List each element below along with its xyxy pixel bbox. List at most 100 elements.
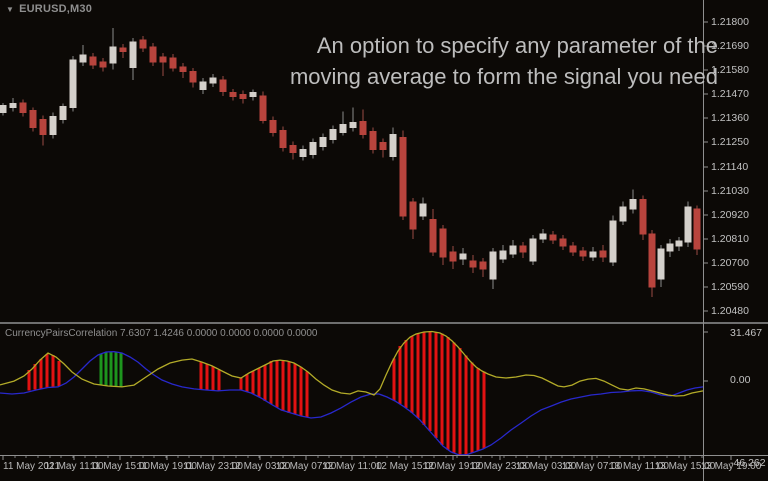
symbol-label: ▼ EURUSD,M30 [6,3,92,15]
histogram-bar-red [392,358,396,401]
histogram-bar-red [398,346,402,405]
price-tick-label: 1.20700 [711,257,749,269]
histogram-bar-green [109,351,113,386]
time-tick-label: 12 May 11:00 [322,461,382,472]
bear-candle [29,110,37,129]
bear-candle [19,102,27,114]
indicator-yellow-line [0,330,704,397]
bear-candle [579,250,587,257]
bear-candle [169,57,177,69]
histogram-bar-red [239,378,243,390]
bear-candle [469,260,477,268]
bear-candle [219,79,227,93]
price-tick-label: 1.20920 [711,209,749,221]
histogram-bar-red [263,365,267,401]
bear-candle [139,39,147,49]
price-axis-line [703,0,704,481]
price-tick-label: 1.20810 [711,233,749,245]
time-tick-label: 13 May 11:00 [609,461,669,472]
bull-candle [675,240,683,247]
time-tick-label: 12 May 07:00 [275,461,337,472]
histogram-bar-red [299,367,303,416]
bear-candle [159,56,167,63]
histogram-bar-red [33,363,37,390]
bull-candle [299,148,307,157]
bear-candle [119,47,127,53]
bear-candle [449,251,457,262]
bear-candle [648,233,656,288]
bear-candle [569,245,577,253]
bull-candle [509,245,517,255]
histogram-bar-red [281,360,285,411]
indicator-panel-area[interactable] [0,324,703,455]
bear-candle [289,145,297,153]
bear-candle [599,250,607,258]
bear-candle [399,137,407,217]
histogram-bar-red [452,342,456,454]
bull-candle [349,122,357,128]
histogram-bar-red [476,367,480,451]
bear-candle [439,228,447,258]
histogram-bar-red [275,360,279,408]
bear-candle [149,46,157,63]
histogram-bar-red [287,362,291,413]
price-tick-label: 1.21580 [711,64,749,76]
bear-candle [99,61,107,68]
histogram-bar-red [199,362,203,390]
time-tick-label: 11 May 2021 [3,461,61,472]
bull-candle [249,92,257,98]
time-tick-label: 11 May 19:00 [137,461,197,472]
price-tick-label: 1.21140 [711,161,749,173]
chart-annotation: An option to specify any parameter of th… [290,30,718,92]
indicator-blue-line [0,350,704,456]
bull-candle [69,59,77,109]
bull-candle [339,124,347,134]
histogram-bar-red [57,361,61,386]
panel-divider[interactable] [0,322,768,324]
bear-candle [269,120,277,133]
bear-candle [429,218,437,253]
histogram-bar-red [217,369,221,391]
time-tick-label: 11 May 23:00 [183,461,243,472]
bear-candle [189,71,197,83]
price-tick-label: 1.21360 [711,112,749,124]
histogram-bar-red [482,371,486,449]
bull-candle [129,41,137,69]
bull-candle [0,105,7,114]
histogram-bar-green [99,354,103,385]
histogram-bar-red [416,333,420,418]
bear-candle [379,141,387,150]
histogram-bar-red [251,371,255,394]
histogram-bar-red [410,336,414,413]
bull-candle [209,77,217,84]
price-tick-label: 1.21800 [711,16,749,28]
bull-candle [109,46,117,64]
bull-candle [629,198,637,210]
annotation-line-2: moving average to form the signal you ne… [289,64,718,89]
time-tick-label: 12 May 19:00 [422,461,484,472]
histogram-bar-red [434,332,438,439]
bear-candle [89,56,97,66]
histogram-bar-green [114,352,118,387]
price-tick-label: 1.21030 [711,185,749,197]
bear-candle [559,238,567,247]
histogram-bar-red [464,355,468,455]
bull-candle [389,134,397,157]
bull-candle [329,129,337,141]
bear-candle [549,234,557,241]
bull-candle [419,203,427,217]
histogram-bar-red [293,363,297,415]
bear-candle [179,66,187,73]
histogram-bar-red [27,369,31,391]
time-tick-label: 12 May 03:00 [229,461,291,472]
bull-candle [619,206,627,222]
time-tick-label: 13 May 03:00 [515,461,577,472]
bull-candle [59,106,67,121]
histogram-bar-red [245,374,249,392]
bull-candle [666,243,674,252]
histogram-bar-red [205,363,209,390]
time-tick-label: 13 May 07:00 [561,461,623,472]
bear-candle [519,245,527,253]
histogram-bar-red [269,361,273,405]
